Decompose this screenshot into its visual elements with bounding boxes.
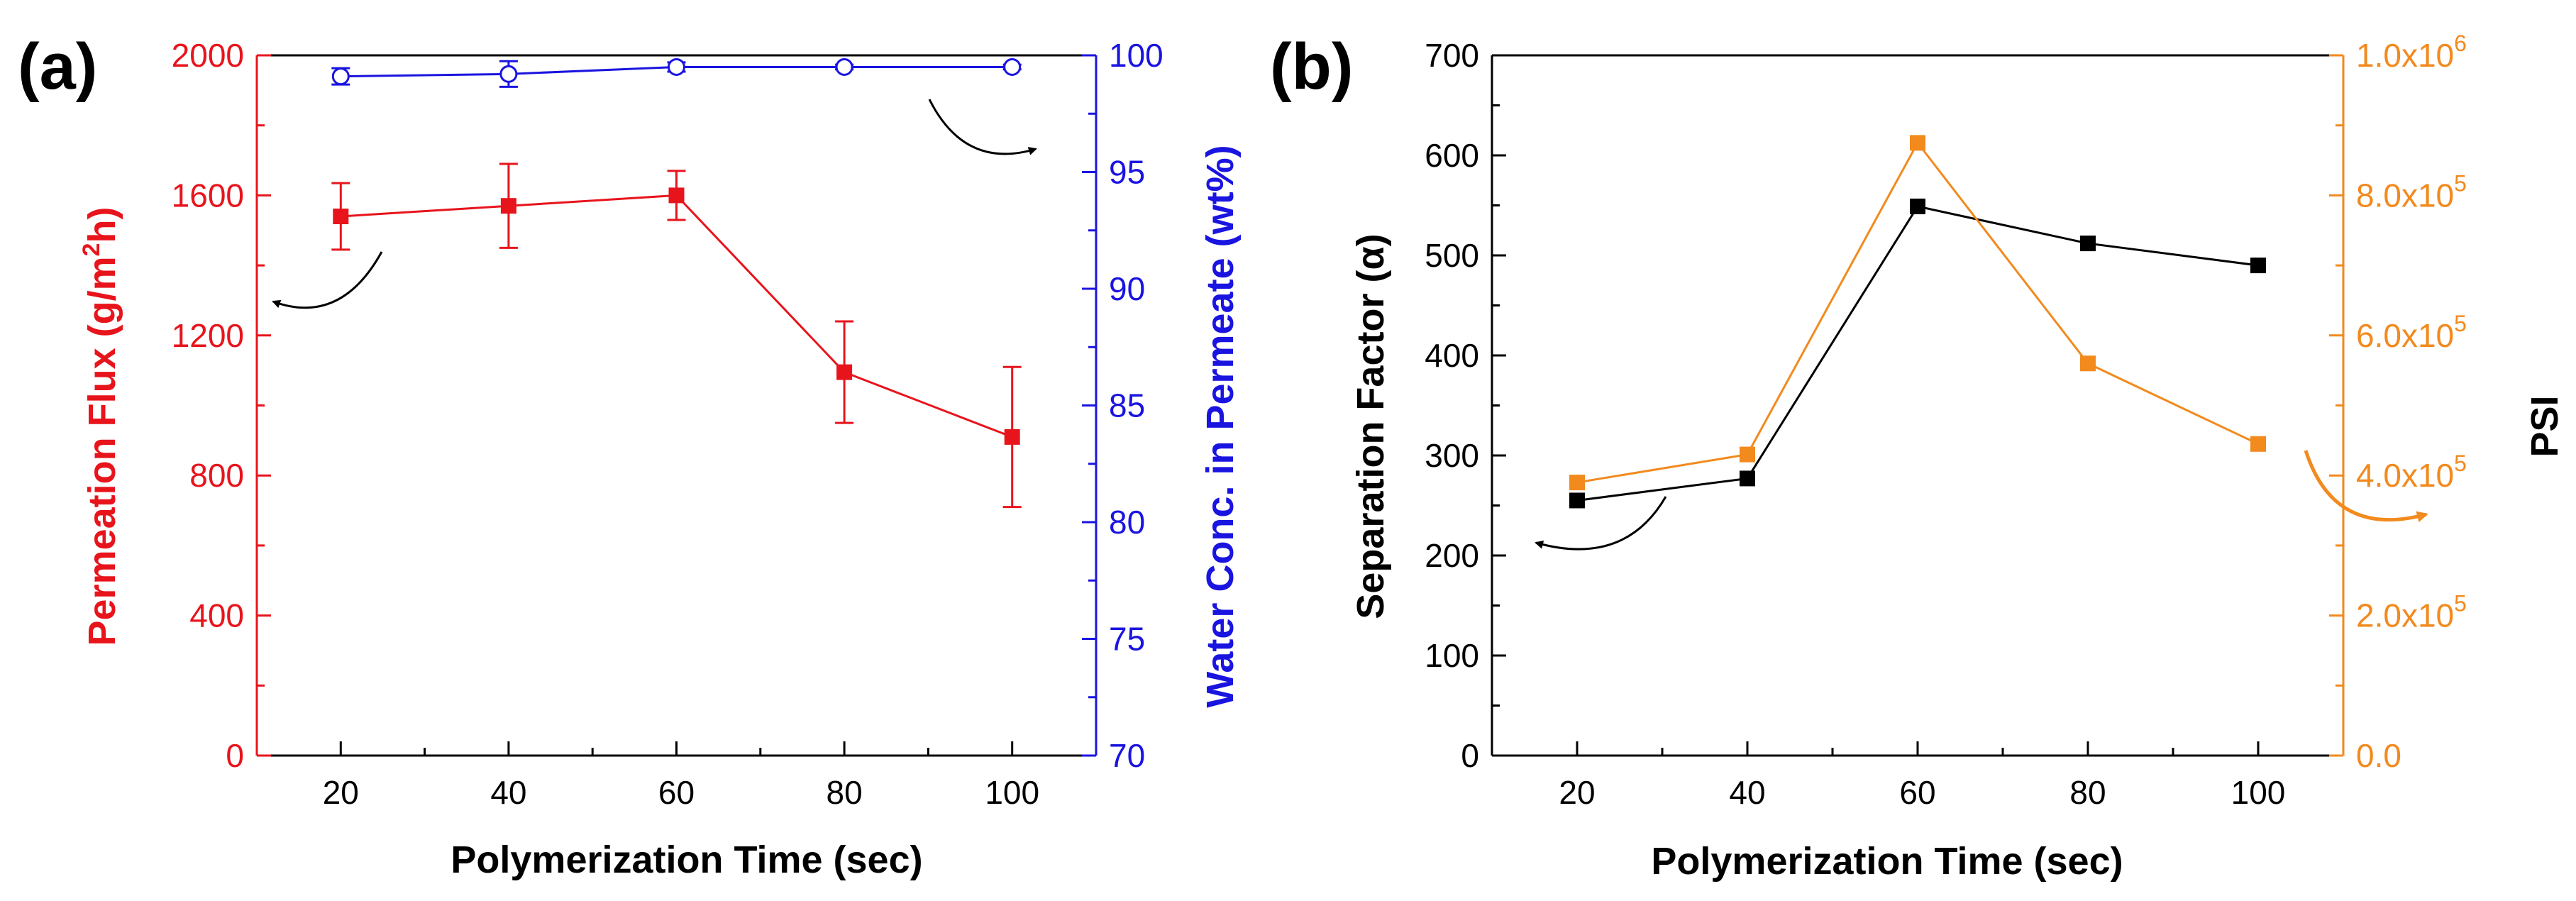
panel-b-left-tick-label: 400 — [1425, 337, 1479, 374]
panel-a-series-water-conc-in-permeate-point — [1003, 57, 1022, 76]
panel-b-x-tick-label: 100 — [2231, 774, 2286, 811]
panel-a-series-permeation-flux-point — [1004, 429, 1020, 445]
panel-a-left-axis-arrow — [272, 251, 383, 309]
panel-a-series-permeation-flux-point — [500, 198, 516, 214]
panel-b-label: (b) — [1270, 31, 1353, 103]
panel-a-left-axis-title-superscript: 2 — [78, 243, 105, 256]
panel-b-series-psi-point — [2080, 355, 2096, 372]
panel-b-x-tick-label: 20 — [1559, 774, 1595, 811]
panel-b-series-psi-point — [2250, 436, 2266, 452]
panel-a-left-axis-title-part1: Permeation Flux (g/m — [81, 256, 123, 646]
panel-b-series-separation-factor-point — [1569, 492, 1585, 509]
panel-a-series-permeation-flux-point — [668, 187, 685, 204]
panel-b-chart: (b) 20 40 60 80 100 0 100 200 300 400 500 600 700 0.0… — [1270, 31, 2566, 883]
panel-a-x-tick-label: 80 — [827, 774, 863, 811]
panel-b-right-tick-label: 4.0x105 — [2356, 450, 2467, 494]
panel-b-series-separation-factor-point — [2080, 236, 2096, 252]
panel-a-series-water-conc-in-permeate-point — [499, 65, 518, 83]
panel-a-left-axis-title-part2: h) — [81, 207, 123, 243]
panel-a-series-water-conc-in-permeate-point — [668, 57, 685, 76]
panel-b-right-tick-label: 0.0 — [2356, 737, 2401, 774]
panel-a-series-water-conc-in-permeate-point — [331, 67, 350, 86]
panel-a-series-water-conc-in-permeate-point — [835, 57, 853, 76]
panel-b-left-tick-label: 200 — [1425, 537, 1479, 574]
panel-a-label: (a) — [18, 31, 97, 103]
panel-a-left-axis-title: Permeation Flux (g/m2h) — [78, 207, 123, 646]
panel-b-x-tick-label: 60 — [1899, 774, 1935, 811]
panel-b-right-tick-label: 8.0x105 — [2356, 170, 2467, 214]
panel-a-series-permeation-flux-point — [333, 209, 349, 225]
panel-b-left-axis-title: Separation Factor (α) — [1349, 233, 1392, 619]
panel-a-right-tick-label: 70 — [1109, 737, 1145, 774]
panel-b-left-axis-arrow — [1535, 496, 1667, 551]
panel-a-left-tick-label: 800 — [189, 457, 244, 494]
panel-b-right-tick-label: 6.0x105 — [2356, 311, 2467, 354]
panel-b-series-psi-point — [1910, 135, 1925, 151]
panel-b-series-separation-factor-point — [1740, 470, 1755, 487]
panel-a-left-tick-label: 400 — [189, 597, 244, 634]
panel-a-right-tick-label: 100 — [1109, 37, 1163, 74]
panel-b-left-tick-label: 0 — [1461, 737, 1479, 774]
panel-b-left-tick-label: 600 — [1425, 137, 1479, 174]
panel-a-series-permeation-flux-line — [341, 194, 1013, 438]
panel-b-x-tick-label: 40 — [1729, 774, 1765, 811]
panel-a-left-tick-label: 1200 — [172, 317, 244, 354]
panel-a-right-axis-arrow — [928, 99, 1037, 155]
panel-a-chart: (a) 20 40 60 80 100 0 400 800 1200 1600 2000 70 75 80… — [18, 31, 1242, 881]
panel-a-right-tick-label: 90 — [1109, 270, 1145, 307]
panel-a-left-tick-label: 1600 — [172, 177, 244, 214]
panel-b-right-tick-label: 1.0x106 — [2356, 31, 2467, 74]
panel-b-x-axis-title: Polymerization Time (sec) — [1651, 840, 2123, 883]
panel-b-series-separation-factor-point — [1910, 198, 1925, 214]
panel-b-left-tick-label: 700 — [1425, 37, 1479, 74]
panel-a-right-tick-label: 80 — [1109, 504, 1145, 541]
panel-b-left-tick-label: 100 — [1425, 637, 1479, 674]
panel-a-x-tick-label: 100 — [985, 774, 1039, 811]
panel-a-x-axis-title: Polymerization Time (sec) — [450, 839, 922, 881]
panel-a-series-permeation-flux-point — [836, 364, 853, 380]
panel-b-x-tick-label: 80 — [2069, 774, 2106, 811]
panel-a-x-tick-label: 40 — [490, 774, 526, 811]
panel-b-series-separation-factor-line — [1576, 205, 2259, 502]
panel-a-left-tick-label: 0 — [226, 737, 244, 774]
panel-a-x-tick-label: 60 — [658, 774, 695, 811]
panel-b-series-psi-point — [1569, 475, 1585, 491]
panel-b-left-tick-label: 300 — [1425, 437, 1479, 474]
panel-a-right-tick-label: 85 — [1109, 387, 1145, 424]
panel-a-x-tick-label: 20 — [323, 774, 359, 811]
panel-b-series-psi-line — [1576, 140, 2259, 484]
panel-a-right-axis-title: Water Conc. in Permeate (wt%) — [1199, 145, 1242, 707]
panel-b-left-tick-label: 500 — [1425, 237, 1479, 274]
panel-b-series-psi-point — [1740, 446, 1755, 463]
panel-b-series-separation-factor-point — [2250, 258, 2266, 274]
panel-b-right-axis-title: PSI — [2524, 395, 2566, 457]
panel-a-left-tick-label: 2000 — [172, 37, 244, 74]
panel-b-right-tick-label: 2.0x105 — [2356, 591, 2467, 634]
panel-a-right-tick-label: 75 — [1109, 621, 1145, 658]
panel-b-right-axis-arrow — [2304, 450, 2428, 523]
panel-a-right-tick-label: 95 — [1109, 154, 1145, 191]
